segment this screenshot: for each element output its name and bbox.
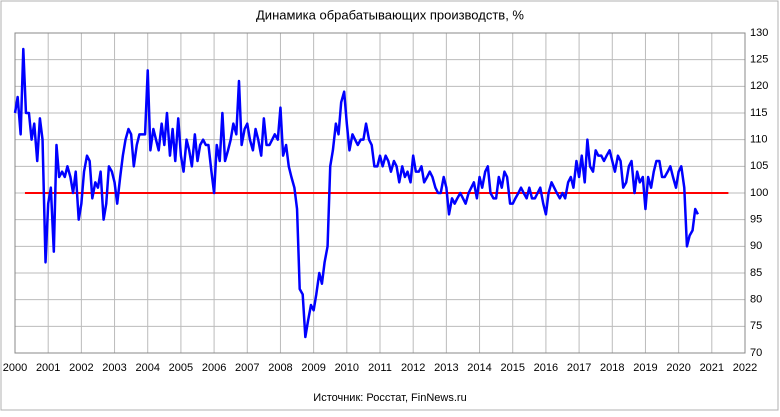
x-tick-label: 2006 [202,362,226,374]
chart-title: Динамика обрабатывающих производств, % [256,7,524,22]
y-tick-label: 75 [750,320,762,332]
x-tick-label: 2010 [335,362,359,374]
y-tick-label: 120 [750,80,768,92]
y-tick-label: 100 [750,187,768,199]
x-tick-label: 2015 [500,362,524,374]
x-tick-label: 2022 [733,362,757,374]
x-tick-label: 2018 [600,362,624,374]
x-tick-label: 2002 [69,362,93,374]
x-tick-label: 2014 [467,362,491,374]
y-tick-label: 95 [750,214,762,226]
x-tick-label: 2000 [3,362,27,374]
x-tick-label: 2013 [434,362,458,374]
x-tick-label: 2005 [169,362,193,374]
plot-border [14,32,746,354]
y-tick-label: 105 [750,160,768,172]
x-tick-label: 2003 [102,362,126,374]
y-tick-label: 80 [750,294,762,306]
y-tick-label: 115 [750,107,768,119]
x-tick-label: 2008 [268,362,292,374]
x-tick-label: 2001 [36,362,60,374]
x-tick-label: 2016 [534,362,558,374]
x-tick-label: 2004 [135,362,159,374]
x-tick-label: 2017 [567,362,591,374]
x-tick-label: 2011 [368,362,392,374]
data-line [13,47,699,339]
y-tick-label: 110 [750,134,768,146]
y-tick-label: 130 [750,27,768,39]
x-tick-label: 2020 [666,362,690,374]
y-tick-label: 90 [750,240,762,252]
x-tick-label: 2009 [301,362,325,374]
source: Источник: Росстат, FinNews.ru [313,392,466,404]
y-tick-label: 125 [750,54,768,66]
x-tick-label: 2007 [235,362,259,374]
x-tick-label: 2021 [700,362,724,374]
x-tick-label: 2019 [633,362,657,374]
y-tick-label: 70 [750,347,762,359]
y-tick-label: 85 [750,267,762,279]
x-tick-label: 2012 [401,362,425,374]
